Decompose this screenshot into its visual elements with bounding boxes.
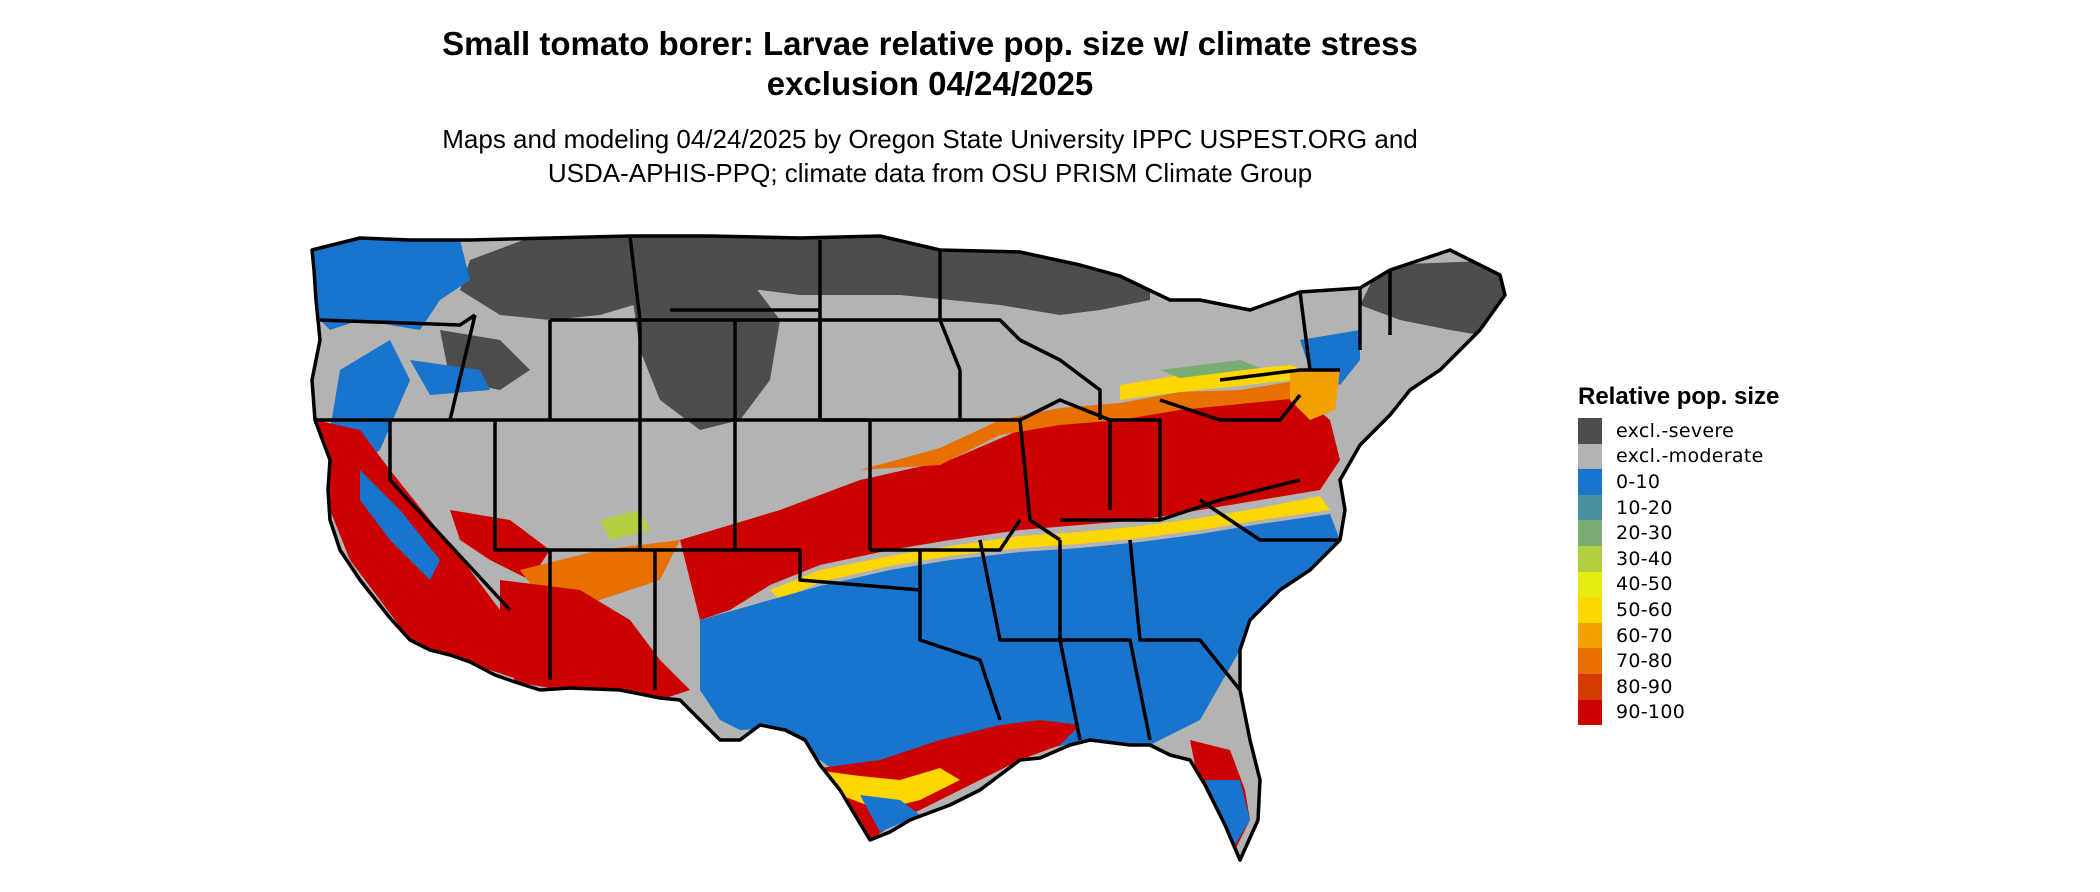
legend-swatch (1578, 571, 1602, 598)
legend-swatch (1578, 597, 1602, 623)
legend-label: 70-80 (1616, 650, 1673, 673)
map-title: Small tomato borer: Larvae relative pop.… (330, 24, 1530, 104)
legend-item: 70-80 (1578, 648, 1908, 674)
legend-item: 40-50 (1578, 571, 1908, 598)
subtitle-line-2: USDA-APHIS-PPQ; climate data from OSU PR… (547, 158, 1313, 188)
legend-item: excl.-moderate (1578, 443, 1908, 470)
legend-swatch (1578, 622, 1602, 649)
legend-item: 20-30 (1578, 520, 1908, 546)
legend-title: Relative pop. size (1578, 383, 1780, 410)
title-line-2: exclusion 04/24/2025 (766, 65, 1094, 102)
legend-swatch (1578, 443, 1602, 470)
legend-label: 30-40 (1616, 547, 1673, 570)
title-line-1: Small tomato borer: Larvae relative pop.… (442, 25, 1418, 62)
legend-label: excl.-moderate (1616, 445, 1764, 468)
legend-label: 40-50 (1616, 573, 1673, 596)
legend-item: excl.-severe (1578, 418, 1908, 444)
legend-swatch (1578, 648, 1602, 674)
legend-item: 30-40 (1578, 545, 1908, 572)
map-subtitle: Maps and modeling 04/24/2025 by Oregon S… (330, 122, 1530, 190)
legend-swatch (1578, 494, 1602, 521)
legend-item: 10-20 (1578, 494, 1908, 521)
legend-swatch (1578, 520, 1602, 546)
legend-item: 80-90 (1578, 673, 1908, 700)
subtitle-line-1: Maps and modeling 04/24/2025 by Oregon S… (442, 124, 1418, 154)
legend-swatch (1578, 469, 1602, 495)
legend-item: 60-70 (1578, 622, 1908, 649)
legend-label: 50-60 (1616, 598, 1673, 621)
legend-item: 50-60 (1578, 597, 1908, 623)
legend-label: 90-100 (1616, 701, 1686, 724)
legend-label: excl.-severe (1616, 419, 1735, 442)
map-legend: Relative pop. size excl.-severe excl.-mod… (1578, 382, 1908, 726)
legend-label: 60-70 (1616, 624, 1673, 647)
legend-label: 20-30 (1616, 522, 1673, 545)
legend-items: excl.-severe excl.-moderate 0-10 10-20 20-30… (1578, 418, 1908, 726)
state-boundaries (310, 234, 1507, 862)
legend-swatch (1578, 673, 1602, 700)
legend-label: 10-20 (1616, 496, 1673, 519)
legend-item: 0-10 (1578, 469, 1908, 495)
legend-item: 90-100 (1578, 699, 1908, 726)
legend-swatch (1578, 418, 1602, 444)
legend-label: 0-10 (1616, 470, 1661, 493)
legend-label: 80-90 (1616, 675, 1673, 698)
legend-swatch (1578, 699, 1602, 726)
legend-swatch (1578, 545, 1602, 572)
us-pest-map (310, 234, 1507, 862)
